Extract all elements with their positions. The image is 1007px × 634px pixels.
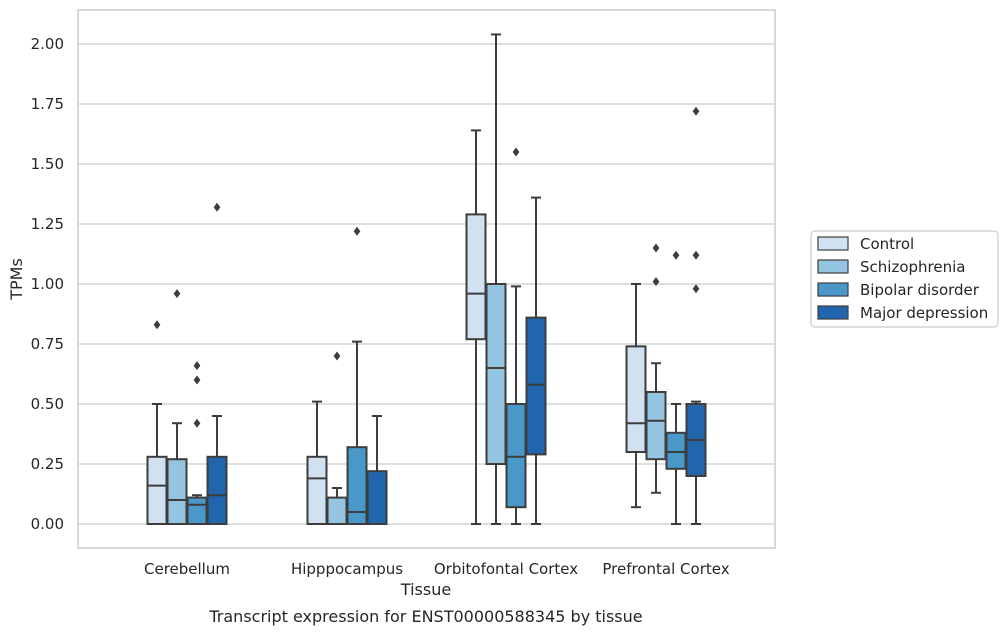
legend-label: Bipolar disorder [860, 281, 980, 299]
box-bipolar-disorder [346, 226, 368, 526]
box-schizophrenia [166, 289, 188, 526]
legend-frame [810, 230, 999, 328]
box-bipolar-disorder [505, 147, 527, 525]
outlier-point [173, 289, 181, 299]
outlier-point [193, 375, 201, 385]
box-control [306, 400, 328, 525]
outlier-point [672, 250, 680, 260]
y-axis-label: TPMs [7, 258, 26, 301]
y-tick-label: 0.00 [31, 515, 64, 533]
outlier-point [333, 351, 341, 361]
y-tick-label: 2.00 [31, 35, 64, 53]
box-major-depression [366, 415, 388, 526]
box-iqr [625, 345, 647, 453]
box-control [465, 129, 487, 525]
y-tick-label: 1.00 [31, 275, 64, 293]
plot-frame [77, 9, 776, 549]
outlier-point [512, 147, 520, 157]
box-iqr [485, 283, 507, 465]
outlier-point [652, 277, 660, 287]
outlier-point [153, 320, 161, 330]
y-tick-label: 0.50 [31, 395, 64, 413]
x-tick-label: Orbitofontal Cortex [434, 560, 578, 578]
box-bipolar-disorder [186, 361, 208, 526]
box-iqr [366, 470, 388, 526]
box-plots [146, 33, 707, 526]
legend-label: Control [860, 235, 914, 253]
box-major-depression [525, 196, 547, 525]
outlier-point [353, 226, 361, 236]
box-major-depression [206, 202, 228, 525]
legend-swatch [817, 236, 849, 251]
x-tick-label: Hipppocampus [291, 560, 403, 578]
outlier-point [652, 243, 660, 253]
legend: Control Schizophrenia Bipolar disorder Majo… [810, 230, 999, 328]
y-tick-label: 1.50 [31, 155, 64, 173]
y-tick-label: 1.25 [31, 215, 64, 233]
y-tick-label: 0.75 [31, 335, 64, 353]
legend-swatch [817, 259, 849, 274]
y-tick-labels: 0.00 0.25 0.50 0.75 1.00 1.25 1.50 1.75 2.00 [31, 35, 64, 533]
box-iqr [505, 403, 527, 509]
y-tick-label: 0.25 [31, 455, 64, 473]
box-iqr [525, 316, 547, 456]
box-iqr [166, 458, 188, 526]
outlier-point [692, 250, 700, 260]
outlier-point [692, 106, 700, 116]
box-iqr [206, 455, 228, 525]
box-schizophrenia [485, 33, 507, 525]
box-iqr [326, 496, 348, 526]
box-iqr [186, 496, 208, 526]
box-iqr [306, 455, 328, 525]
x-tick-labels: Cerebellum Hipppocampus Orbitofontal Corte… [144, 560, 730, 578]
box-iqr [146, 455, 168, 525]
box-bipolar-disorder [665, 250, 687, 525]
y-tick-label: 1.75 [31, 95, 64, 113]
box-control [625, 283, 647, 509]
legend-swatch [817, 305, 849, 320]
outlier-point [193, 418, 201, 428]
outlier-point [193, 361, 201, 371]
legend-label: Major depression [860, 304, 988, 322]
figure-caption: Transcript expression for ENST0000058834… [208, 607, 642, 626]
box-iqr [665, 431, 687, 470]
outlier-point [213, 202, 221, 212]
box-schizophrenia [645, 243, 667, 494]
legend-swatch [817, 282, 849, 297]
outlier-point [692, 284, 700, 294]
box-major-depression [685, 106, 707, 525]
x-tick-label: Cerebellum [144, 560, 230, 578]
x-axis-label: Tissue [400, 580, 451, 599]
legend-label: Schizophrenia [860, 258, 965, 276]
box-iqr [645, 391, 667, 461]
x-tick-label: Prefrontal Cortex [602, 560, 729, 578]
box-control [146, 320, 168, 525]
box-iqr [465, 213, 487, 341]
